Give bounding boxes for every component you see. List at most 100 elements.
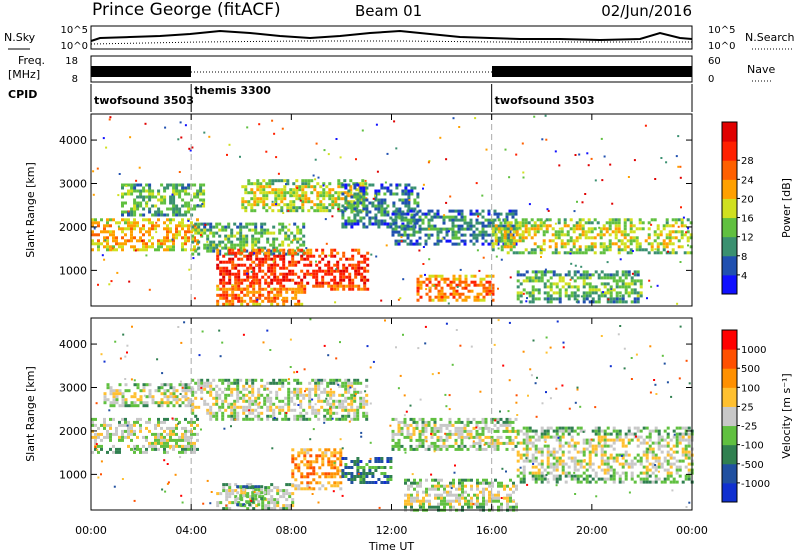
nsky-trace bbox=[90, 29, 693, 42]
colorbar-swatch bbox=[722, 217, 737, 238]
nsky-tick-top: 10^5 bbox=[61, 25, 88, 36]
freq-tick-top: 18 bbox=[65, 56, 78, 67]
cpid-label: CPID bbox=[8, 88, 37, 101]
y-tick-label: 4000 bbox=[59, 134, 87, 147]
colorbar-label: Power [dB] bbox=[780, 178, 793, 238]
x-tick-label: 08:00 bbox=[275, 524, 307, 537]
colorbar-tick-label: 1000 bbox=[741, 345, 766, 356]
colorbar-label: Velocity [m s⁻¹] bbox=[780, 373, 793, 458]
nsearch-tick-top: 10^5 bbox=[708, 25, 735, 36]
scatter-band bbox=[103, 383, 194, 408]
heatmap-cells bbox=[91, 114, 693, 306]
colorbar-tick-label: 20 bbox=[741, 194, 754, 205]
y-tick-label: 2000 bbox=[59, 221, 87, 234]
colorbar-swatch bbox=[722, 425, 737, 446]
colorbar-tick-label: 24 bbox=[741, 175, 754, 186]
colorbar-swatch bbox=[722, 463, 737, 484]
colorbar-tick-label: -500 bbox=[741, 460, 764, 471]
freq-panel: Freq. [MHz] 18 8 60 0 Nave bbox=[8, 54, 775, 85]
x-tick-label: 20:00 bbox=[576, 524, 608, 537]
y-tick-label: 2000 bbox=[59, 425, 87, 438]
beam-title: Beam 01 bbox=[355, 2, 422, 20]
nsearch-tick-bottom: 10^0 bbox=[708, 41, 735, 52]
colorbar-tick-label: 25 bbox=[741, 402, 754, 413]
colorbar: 4 8 12 16 20 24 28 Power [dB] bbox=[721, 121, 793, 295]
speckle bbox=[92, 114, 690, 305]
colorbar-tick-label: -100 bbox=[741, 441, 764, 452]
colorbar-tick-label: 8 bbox=[741, 252, 747, 263]
colorbar-tick-label: 500 bbox=[741, 364, 760, 375]
colorbar-swatch bbox=[722, 179, 737, 199]
x-tick-label: 00:00 bbox=[75, 524, 107, 537]
colorbar-swatch bbox=[722, 368, 737, 388]
y-axis-label: Slant Range [km] bbox=[24, 162, 37, 258]
scatter-band bbox=[291, 448, 343, 491]
freq-unit: [MHz] bbox=[8, 68, 40, 81]
scatter-band bbox=[516, 270, 643, 304]
scatter-band bbox=[216, 248, 370, 291]
speckle bbox=[94, 318, 691, 509]
colorbar-swatch bbox=[722, 406, 737, 427]
x-tick-label: 04:00 bbox=[175, 524, 207, 537]
colorbar-tick-label: 28 bbox=[741, 156, 754, 167]
date-title: 02/Jun/2016 bbox=[601, 2, 692, 20]
colorbar-swatch bbox=[722, 198, 737, 219]
scatter-band bbox=[491, 218, 693, 255]
colorbar-swatch bbox=[722, 236, 737, 257]
cpid-segment-label: twofsound 3503 bbox=[495, 94, 595, 107]
nsearch-trace bbox=[90, 40, 692, 45]
x-axis-label: Time UT bbox=[368, 540, 414, 553]
colorbar-swatch bbox=[722, 122, 737, 142]
freq-label: Freq. bbox=[18, 54, 45, 67]
scatter-band bbox=[236, 485, 267, 507]
colorbar-tick-label: 16 bbox=[741, 214, 754, 225]
colorbar-tick-label: -25 bbox=[741, 422, 757, 433]
y-tick-label: 1000 bbox=[59, 468, 87, 481]
scatter-band bbox=[416, 274, 495, 302]
scatter-band bbox=[191, 378, 369, 421]
colorbar-swatch bbox=[722, 444, 737, 465]
nsky-tick-bottom: 10^0 bbox=[61, 41, 88, 52]
y-tick-label: 3000 bbox=[59, 178, 87, 191]
cpid-segment-label: themis 3300 bbox=[194, 84, 271, 97]
y-tick-label: 1000 bbox=[59, 264, 87, 277]
scatter-band bbox=[404, 478, 518, 512]
nsky-label: N.Sky bbox=[4, 31, 36, 44]
scatter-band bbox=[241, 179, 368, 213]
nsky-panel: N.Sky 10^5 10^0 10^5 10^0 N.Search bbox=[4, 25, 795, 52]
x-tick-label: 12:00 bbox=[376, 524, 408, 537]
scatter-band bbox=[216, 287, 307, 306]
power-panel: 1000 2000 3000 4000 Slant Range [km] 4 8 12 16 20… bbox=[24, 113, 793, 307]
scatter-band bbox=[91, 218, 199, 252]
y-tick-label: 3000 bbox=[59, 382, 87, 395]
colorbar: 1000 500 100 25 -25 -100 -500 -1000 Velocity [m … bbox=[721, 329, 793, 503]
colorbar-tick-label: -1000 bbox=[741, 479, 770, 490]
colorbar-tick-label: 12 bbox=[741, 233, 754, 244]
colorbar-swatch bbox=[722, 330, 737, 350]
colorbar-swatch bbox=[722, 160, 737, 180]
station-title: Prince George (fitACF) bbox=[92, 0, 281, 20]
nave-tick-bottom: 0 bbox=[708, 74, 714, 85]
colorbar-tick-label: 4 bbox=[741, 271, 747, 282]
nave-tick-top: 60 bbox=[708, 56, 721, 67]
nave-label: Nave bbox=[747, 63, 775, 76]
freq-band-right bbox=[492, 66, 692, 77]
colorbar-swatch bbox=[722, 482, 737, 503]
freq-tick-bottom: 8 bbox=[72, 74, 78, 85]
y-tick-label: 4000 bbox=[59, 338, 87, 351]
velocity-panel: 1000 2000 3000 4000 Slant Range [km] 00:00 04:… bbox=[24, 317, 793, 553]
y-axis-label: Slant Range [km] bbox=[24, 366, 37, 462]
scatter-band bbox=[391, 417, 518, 451]
freq-band-left bbox=[91, 66, 191, 77]
colorbar-swatch bbox=[722, 274, 737, 295]
colorbar-swatch bbox=[722, 141, 737, 161]
colorbar-swatch bbox=[722, 255, 737, 276]
x-tick-label: 00:00 bbox=[676, 524, 708, 537]
colorbar-swatch bbox=[722, 349, 737, 369]
colorbar-tick-label: 100 bbox=[741, 383, 760, 394]
colorbar-swatch bbox=[722, 387, 737, 407]
x-tick-label: 16:00 bbox=[476, 524, 508, 537]
cpid-segment-label: twofsound 3503 bbox=[94, 94, 194, 107]
